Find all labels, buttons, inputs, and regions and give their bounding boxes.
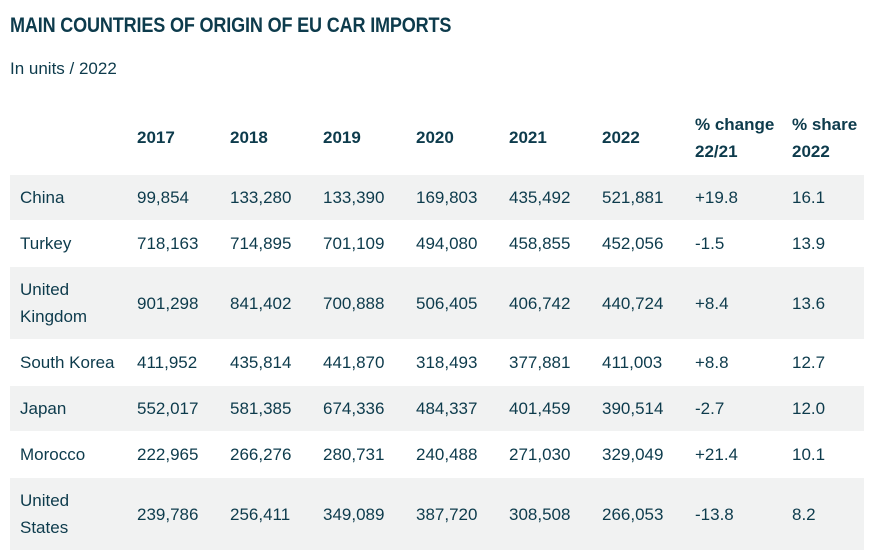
cell-value-2018: 714,895 <box>220 221 313 267</box>
cell-value-2020: 387,720 <box>406 478 499 551</box>
cell-value-2022: 266,053 <box>592 478 685 551</box>
header-change-line2: 22/21 <box>695 141 738 161</box>
table-header-row: 2017 2018 2019 2020 2021 2022 % change 2… <box>10 100 864 175</box>
table-body: China 99,854 133,280 133,390 169,803 435,492 5… <box>10 175 864 551</box>
table-row: United States 239,786 256,411 349,089 387,72… <box>10 478 864 551</box>
cell-value-2018: 841,402 <box>220 267 313 340</box>
cell-value-2017: 411,952 <box>127 340 220 386</box>
cell-value-2018: 133,280 <box>220 175 313 221</box>
cell-value-2019: 133,390 <box>313 175 406 221</box>
cell-value-2017: 718,163 <box>127 221 220 267</box>
cell-value-2020: 484,337 <box>406 386 499 432</box>
cell-value-2022: 329,049 <box>592 432 685 478</box>
cell-value-2018: 435,814 <box>220 340 313 386</box>
cell-share: 16.1 <box>782 175 864 221</box>
header-share-line1: % share <box>792 114 858 134</box>
cell-share: 10.1 <box>782 432 864 478</box>
cell-share: 13.9 <box>782 221 864 267</box>
cell-value-2019: 349,089 <box>313 478 406 551</box>
cell-value-2019: 441,870 <box>313 340 406 386</box>
cell-change: -13.8 <box>685 478 782 551</box>
cell-change: +19.8 <box>685 175 782 221</box>
cell-value-2021: 271,030 <box>499 432 592 478</box>
cell-value-2017: 239,786 <box>127 478 220 551</box>
cell-change: -2.7 <box>685 386 782 432</box>
table-row: South Korea 411,952 435,814 441,870 318,493 3… <box>10 340 864 386</box>
cell-share: 13.6 <box>782 267 864 340</box>
cell-change: +8.4 <box>685 267 782 340</box>
cell-value-2019: 280,731 <box>313 432 406 478</box>
cell-value-2021: 406,742 <box>499 267 592 340</box>
header-share-line2: 2022 <box>792 141 830 161</box>
header-change: % change 22/21 <box>685 100 782 175</box>
cell-value-2021: 458,855 <box>499 221 592 267</box>
cell-value-2022: 452,056 <box>592 221 685 267</box>
cell-value-2021: 377,881 <box>499 340 592 386</box>
cell-value-2021: 401,459 <box>499 386 592 432</box>
cell-country: South Korea <box>10 340 127 386</box>
cell-country: United States <box>10 478 127 551</box>
cell-country: Morocco <box>10 432 127 478</box>
cell-value-2020: 318,493 <box>406 340 499 386</box>
cell-value-2020: 494,080 <box>406 221 499 267</box>
cell-value-2020: 169,803 <box>406 175 499 221</box>
cell-value-2022: 390,514 <box>592 386 685 432</box>
table-row: Morocco 222,965 266,276 280,731 240,488 271,0… <box>10 432 864 478</box>
cell-value-2019: 674,336 <box>313 386 406 432</box>
cell-country: Japan <box>10 386 127 432</box>
cell-share: 8.2 <box>782 478 864 551</box>
header-2020: 2020 <box>416 128 454 147</box>
cell-value-2018: 256,411 <box>220 478 313 551</box>
cell-value-2017: 99,854 <box>127 175 220 221</box>
cell-value-2018: 266,276 <box>220 432 313 478</box>
header-change-line1: % change <box>695 114 775 134</box>
cell-value-2021: 308,508 <box>499 478 592 551</box>
cell-value-2017: 901,298 <box>127 267 220 340</box>
header-2022: 2022 <box>602 128 640 147</box>
cell-value-2022: 521,881 <box>592 175 685 221</box>
chart-title: MAIN COUNTRIES OF ORIGIN OF EU CAR IMPOR… <box>10 14 452 37</box>
cell-share: 12.0 <box>782 386 864 432</box>
header-share: % share 2022 <box>782 100 864 175</box>
header-country <box>10 100 127 175</box>
cell-change: -1.5 <box>685 221 782 267</box>
cell-value-2019: 700,888 <box>313 267 406 340</box>
table-row: Turkey 718,163 714,895 701,109 494,080 458,85… <box>10 221 864 267</box>
header-2021: 2021 <box>509 128 547 147</box>
cell-change: +8.8 <box>685 340 782 386</box>
cell-value-2021: 435,492 <box>499 175 592 221</box>
header-2018: 2018 <box>230 128 268 147</box>
table-row: United Kingdom 901,298 841,402 700,888 506,4… <box>10 267 864 340</box>
cell-country: Turkey <box>10 221 127 267</box>
cell-value-2022: 440,724 <box>592 267 685 340</box>
cell-value-2020: 240,488 <box>406 432 499 478</box>
header-2019: 2019 <box>323 128 361 147</box>
cell-value-2020: 506,405 <box>406 267 499 340</box>
cell-value-2022: 411,003 <box>592 340 685 386</box>
table-row: Japan 552,017 581,385 674,336 484,337 401,459… <box>10 386 864 432</box>
cell-value-2017: 552,017 <box>127 386 220 432</box>
header-2017: 2017 <box>137 128 175 147</box>
imports-table: 2017 2018 2019 2020 2021 2022 % change 2… <box>10 100 864 551</box>
table-row: China 99,854 133,280 133,390 169,803 435,492 5… <box>10 175 864 221</box>
cell-change: +21.4 <box>685 432 782 478</box>
cell-value-2017: 222,965 <box>127 432 220 478</box>
cell-value-2019: 701,109 <box>313 221 406 267</box>
cell-share: 12.7 <box>782 340 864 386</box>
cell-country: United Kingdom <box>10 267 127 340</box>
chart-subtitle: In units / 2022 <box>10 59 117 78</box>
cell-value-2018: 581,385 <box>220 386 313 432</box>
cell-country: China <box>10 175 127 221</box>
